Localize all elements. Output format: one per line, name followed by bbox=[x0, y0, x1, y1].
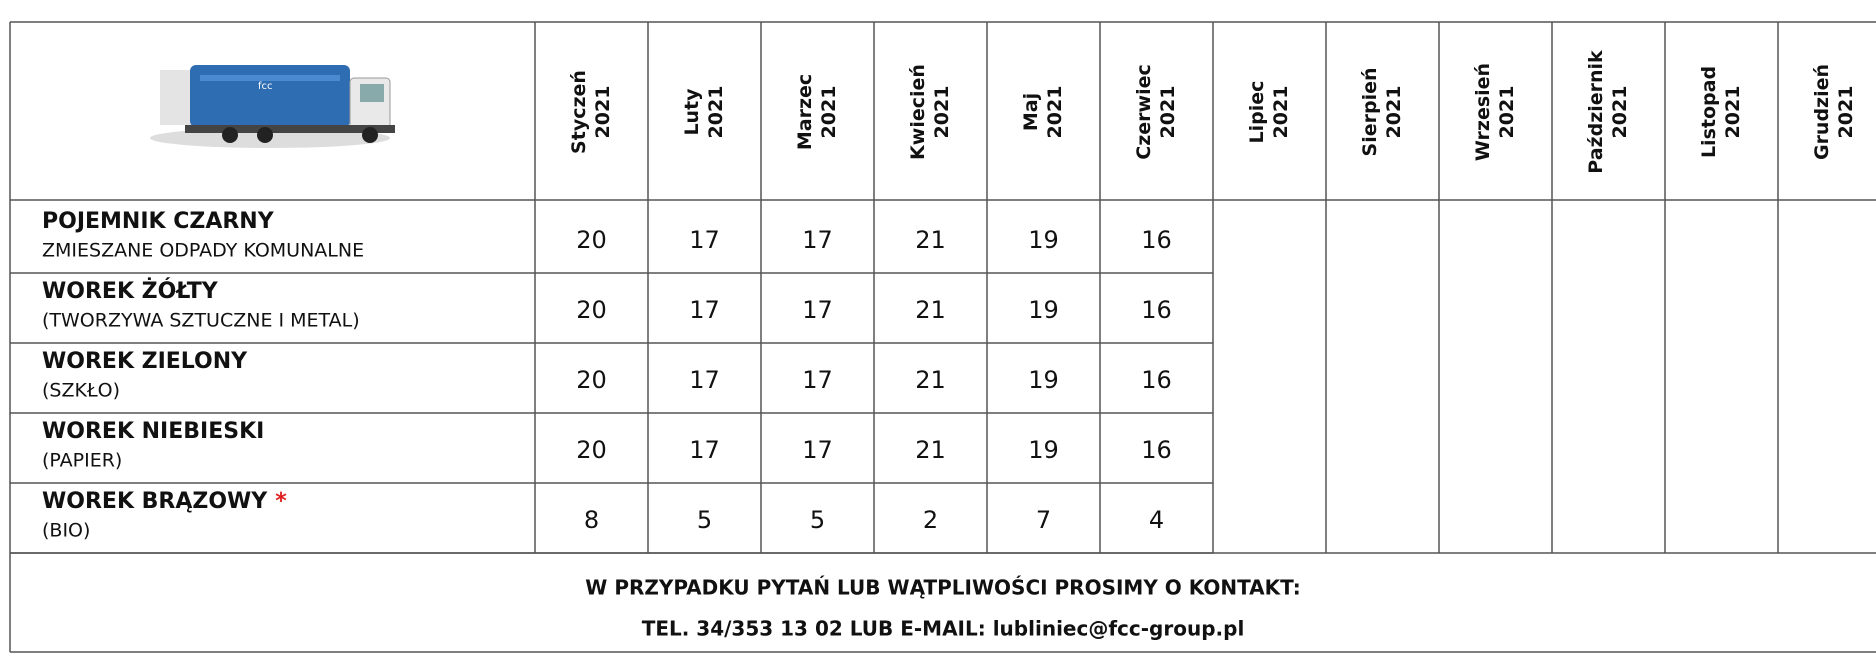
cell-value: 17 bbox=[802, 296, 833, 324]
month-year: 2021 bbox=[705, 86, 727, 139]
svg-text:fcc: fcc bbox=[258, 81, 273, 92]
row-subtitle: (BIO) bbox=[42, 520, 90, 542]
footer-line: TEL. 34/353 13 02 LUB E-MAIL: lubliniec@… bbox=[642, 617, 1245, 641]
cell-value: 19 bbox=[1028, 226, 1059, 254]
row-subtitle: (TWORZYWA SZTUCZNE I METAL) bbox=[42, 310, 360, 332]
row-title: WOREK NIEBIESKI bbox=[42, 419, 264, 444]
month-year: 2021 bbox=[931, 86, 953, 139]
row-title: WOREK BRĄZOWY * bbox=[42, 489, 287, 514]
month-year: 2021 bbox=[1609, 86, 1631, 139]
month-year: 2021 bbox=[1496, 86, 1518, 139]
cell-value: 4 bbox=[1149, 506, 1164, 534]
month-year: 2021 bbox=[1722, 86, 1744, 139]
cell-value: 8 bbox=[584, 506, 599, 534]
cell-value: 17 bbox=[802, 436, 833, 464]
month-year: 2021 bbox=[1383, 86, 1405, 139]
month-name: Październik bbox=[1585, 50, 1607, 174]
row-title-text: WOREK NIEBIESKI bbox=[42, 419, 264, 444]
month-year: 2021 bbox=[1044, 86, 1066, 139]
cell-value: 17 bbox=[689, 226, 720, 254]
cell-value: 17 bbox=[689, 436, 720, 464]
footer-line: W PRZYPADKU PYTAŃ LUB WĄTPLIWOŚCI PROSIM… bbox=[585, 576, 1300, 600]
cell-value: 16 bbox=[1141, 296, 1172, 324]
truck-image: fcc bbox=[150, 65, 395, 148]
row-title-text: WOREK ŻÓŁTY bbox=[42, 278, 219, 304]
cell-value: 16 bbox=[1141, 366, 1172, 394]
month-name: Kwiecień bbox=[907, 64, 929, 160]
cell-value: 5 bbox=[697, 506, 712, 534]
cell-value: 17 bbox=[689, 296, 720, 324]
month-name: Listopad bbox=[1698, 66, 1720, 158]
month-name: Marzec bbox=[794, 74, 816, 150]
month-name: Sierpień bbox=[1359, 68, 1381, 157]
cell-value: 20 bbox=[576, 436, 607, 464]
schedule: fcc Styczeń2021Luty2021Marzec2021Kwiecie… bbox=[0, 0, 1876, 659]
month-name: Lipiec bbox=[1246, 81, 1268, 144]
cell-value: 16 bbox=[1141, 436, 1172, 464]
month-name: Grudzień bbox=[1811, 64, 1833, 160]
cell-value: 16 bbox=[1141, 226, 1172, 254]
month-name: Styczeń bbox=[568, 70, 590, 154]
cell-value: 20 bbox=[576, 366, 607, 394]
month-year: 2021 bbox=[1270, 86, 1292, 139]
row-title: WOREK ZIELONY bbox=[42, 349, 248, 374]
cell-value: 21 bbox=[915, 226, 946, 254]
cell-value: 5 bbox=[810, 506, 825, 534]
cell-value: 2 bbox=[923, 506, 938, 534]
month-year: 2021 bbox=[1157, 86, 1179, 139]
row-subtitle: (PAPIER) bbox=[42, 450, 122, 472]
cell-value: 19 bbox=[1028, 366, 1059, 394]
cell-value: 19 bbox=[1028, 296, 1059, 324]
month-year: 2021 bbox=[818, 86, 840, 139]
cell-value: 20 bbox=[576, 296, 607, 324]
month-name: Czerwiec bbox=[1133, 64, 1155, 159]
row-marker: * bbox=[275, 489, 287, 514]
cell-value: 7 bbox=[1036, 506, 1051, 534]
row-title: POJEMNIK CZARNY bbox=[42, 209, 275, 234]
month-year: 2021 bbox=[1835, 86, 1857, 139]
cell-value: 19 bbox=[1028, 436, 1059, 464]
month-name: Luty bbox=[681, 88, 703, 136]
row-title-text: POJEMNIK CZARNY bbox=[42, 209, 275, 234]
month-year: 2021 bbox=[592, 86, 614, 139]
row-title-text: WOREK ZIELONY bbox=[42, 349, 248, 374]
month-name: Maj bbox=[1020, 93, 1042, 131]
row-title: WOREK ŻÓŁTY bbox=[42, 278, 219, 304]
cell-value: 17 bbox=[802, 226, 833, 254]
row-title-text: WOREK BRĄZOWY bbox=[42, 489, 268, 514]
row-subtitle: (SZKŁO) bbox=[42, 380, 120, 402]
page: fcc Styczeń2021Luty2021Marzec2021Kwiecie… bbox=[0, 0, 1876, 659]
cell-value: 21 bbox=[915, 366, 946, 394]
cell-value: 17 bbox=[689, 366, 720, 394]
row-subtitle: ZMIESZANE ODPADY KOMUNALNE bbox=[42, 240, 364, 262]
month-name: Wrzesień bbox=[1472, 63, 1494, 161]
cell-value: 21 bbox=[915, 296, 946, 324]
cell-value: 21 bbox=[915, 436, 946, 464]
cell-value: 17 bbox=[802, 366, 833, 394]
cell-value: 20 bbox=[576, 226, 607, 254]
